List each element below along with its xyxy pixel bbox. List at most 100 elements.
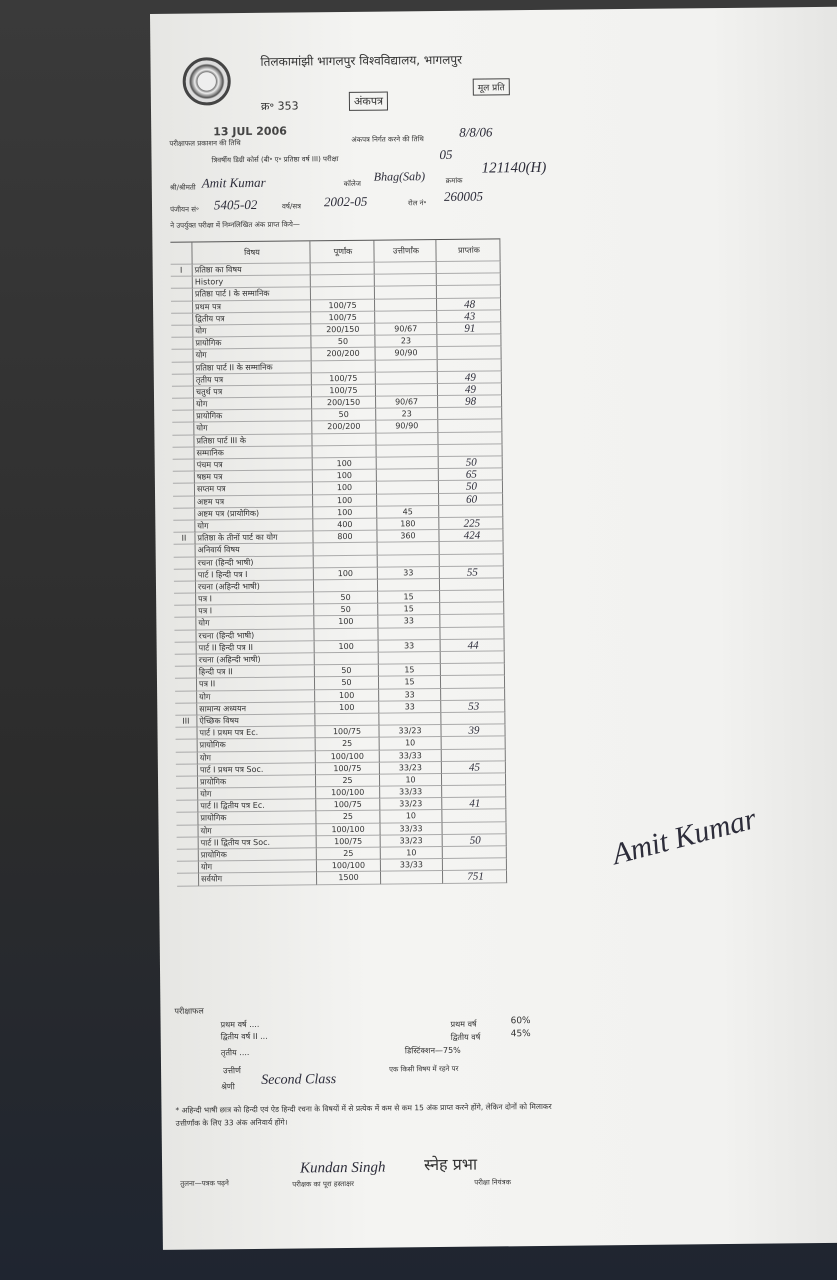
full-marks-cell: 100 bbox=[314, 616, 379, 629]
pass-marks-cell: 10 bbox=[380, 810, 443, 824]
column-header: विषय bbox=[192, 241, 311, 265]
pass-marks-cell: 33 bbox=[378, 615, 441, 629]
full-marks-cell: 25 bbox=[316, 811, 381, 824]
obtained-marks-cell bbox=[441, 687, 506, 701]
full-marks-cell: 100 bbox=[314, 640, 379, 654]
pass-marks-cell: 90/67 bbox=[376, 396, 439, 409]
section-cell: II bbox=[173, 532, 196, 546]
section-cell bbox=[173, 520, 196, 533]
obtained-marks-cell: 49 bbox=[437, 383, 503, 397]
section-cell bbox=[175, 776, 199, 789]
pass-marks-cell bbox=[374, 286, 437, 300]
obtained-marks-cell bbox=[440, 663, 505, 677]
full-marks-cell: 50 bbox=[312, 408, 377, 422]
obtained-marks-cell bbox=[440, 626, 505, 640]
pass-marks-cell bbox=[376, 457, 439, 470]
full-marks-cell: 100/75 bbox=[311, 311, 376, 325]
full-marks-cell bbox=[313, 555, 378, 569]
obtained-marks-cell: 50 bbox=[442, 834, 507, 847]
obtained-marks-cell: 48 bbox=[436, 297, 502, 311]
pass-marks-cell bbox=[376, 444, 439, 458]
section-cell bbox=[173, 544, 196, 558]
student-name: Amit Kumar bbox=[201, 174, 266, 191]
full-marks-cell: 200/150 bbox=[312, 396, 377, 410]
full-marks-cell: 1500 bbox=[317, 872, 382, 885]
obtained-marks-cell: 98 bbox=[438, 395, 503, 409]
full-marks-cell: 100 bbox=[313, 506, 378, 520]
section-cell bbox=[174, 593, 197, 607]
full-marks-cell: 100 bbox=[312, 482, 378, 495]
obtained-marks-cell bbox=[442, 785, 507, 799]
section-cell bbox=[174, 642, 197, 655]
full-marks-cell bbox=[312, 445, 377, 459]
copy: मूल प्रति bbox=[472, 78, 510, 96]
full-marks-cell bbox=[314, 652, 379, 666]
pass-marks-cell bbox=[377, 493, 440, 507]
obtained-marks-cell bbox=[440, 651, 505, 665]
promoted: उत्तीर्ण bbox=[223, 1066, 241, 1076]
obtained-marks-cell bbox=[442, 821, 507, 835]
full-marks-cell: 50 bbox=[314, 677, 380, 690]
checker: तुलना—पत्रक पढ़ने bbox=[180, 1179, 229, 1188]
full-marks-cell bbox=[313, 542, 378, 556]
section-cell bbox=[176, 800, 199, 814]
pass-marks-cell: 10 bbox=[379, 737, 442, 751]
section-cell bbox=[172, 435, 195, 448]
full-marks-cell: 100 bbox=[313, 494, 378, 508]
section-cell bbox=[171, 325, 194, 338]
obtained-marks-cell bbox=[442, 846, 507, 860]
pass-marks-cell: 15 bbox=[378, 591, 441, 604]
section-cell bbox=[176, 849, 199, 862]
year2: द्वितीय वर्ष II ... bbox=[220, 1031, 268, 1042]
class-label: श्रेणी bbox=[221, 1082, 235, 1092]
pass-marks-cell: 33/33 bbox=[380, 822, 443, 836]
full-marks-cell: 200/200 bbox=[312, 421, 377, 434]
section-cell bbox=[173, 569, 196, 582]
pass-marks-cell bbox=[376, 481, 440, 495]
pass-marks-cell bbox=[380, 871, 444, 885]
section-cell bbox=[171, 386, 195, 399]
section-cell bbox=[172, 447, 195, 460]
section-cell bbox=[171, 301, 194, 314]
pass-marks-cell: 33/33 bbox=[380, 786, 443, 799]
pass-marks-cell: 33 bbox=[379, 688, 442, 702]
section-cell bbox=[172, 410, 195, 424]
section-cell bbox=[174, 654, 197, 667]
pass-marks-cell: 33/33 bbox=[379, 749, 442, 763]
marksheet: तिलकामांझी भागलपुर विश्वविद्यालय, भागलपु… bbox=[150, 6, 837, 1250]
section-cell bbox=[175, 764, 198, 777]
obtained-marks-cell: 39 bbox=[441, 724, 506, 738]
section-cell bbox=[177, 873, 200, 887]
section-cell bbox=[174, 617, 197, 631]
obtained-marks-cell: 91 bbox=[437, 322, 502, 336]
year3: तृतीय .... bbox=[220, 1048, 250, 1058]
obtained-marks-cell: 751 bbox=[442, 870, 508, 884]
obtained-marks-cell: 50 bbox=[438, 480, 504, 494]
exam-line: त्रिवर्षीय डिग्री कोर्स (बी॰ ए॰ प्रतिष्ठ… bbox=[211, 155, 339, 165]
pass-marks-cell: 10 bbox=[379, 773, 443, 787]
obtained-marks-cell bbox=[438, 407, 503, 421]
obtained-marks-cell: 55 bbox=[439, 566, 504, 579]
section-cell bbox=[175, 727, 198, 741]
section-cell: I bbox=[170, 264, 193, 277]
obtained-marks-cell bbox=[441, 773, 507, 787]
pass-marks-cell: 23 bbox=[375, 335, 438, 348]
obtained-marks-cell bbox=[439, 553, 504, 567]
obtained-marks-cell: 60 bbox=[439, 492, 504, 506]
table-row: सर्वयोग 1500 751 bbox=[177, 870, 508, 887]
full-marks-cell: 50 bbox=[311, 335, 376, 349]
pass-marks-cell: 90/67 bbox=[375, 322, 438, 336]
pass-marks-cell: 33/23 bbox=[380, 834, 443, 848]
obtained-marks-cell: 43 bbox=[437, 310, 502, 323]
obtained-marks-cell: 424 bbox=[439, 529, 504, 543]
obtained-marks-cell bbox=[440, 590, 505, 604]
obtained-marks-cell bbox=[442, 809, 507, 823]
obtained-marks-cell bbox=[441, 736, 506, 750]
full-marks-cell bbox=[313, 579, 379, 593]
full-marks-cell: 200/150 bbox=[311, 323, 376, 337]
university: तिलकामांझी भागलपुर विश्वविद्यालय, भागलपु… bbox=[260, 52, 463, 69]
pass-marks-cell: 90/90 bbox=[376, 420, 439, 434]
full-marks-cell: 100 bbox=[312, 457, 377, 471]
obtained-marks-cell bbox=[436, 285, 501, 299]
section-cell bbox=[171, 374, 194, 387]
